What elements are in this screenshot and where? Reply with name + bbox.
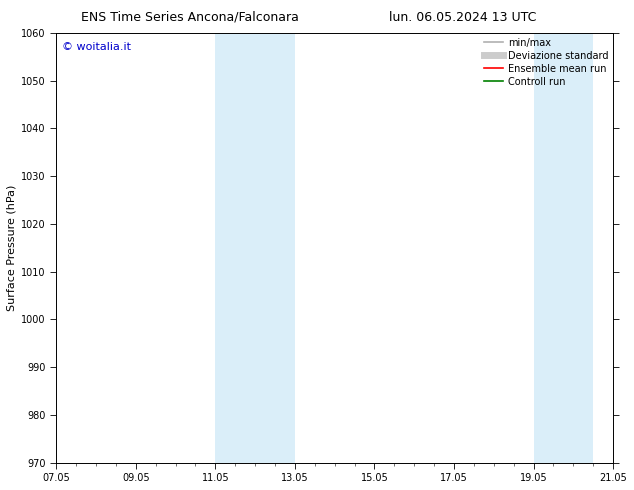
Text: lun. 06.05.2024 13 UTC: lun. 06.05.2024 13 UTC [389,11,536,24]
Bar [534,33,593,463]
Legend: min/max, Deviazione standard, Ensemble mean run, Controll run: min/max, Deviazione standard, Ensemble m… [484,38,608,87]
Text: ENS Time Series Ancona/Falconara: ENS Time Series Ancona/Falconara [81,11,299,24]
Bar [216,33,295,463]
Y-axis label: Surface Pressure (hPa): Surface Pressure (hPa) [7,185,17,311]
Text: © woitalia.it: © woitalia.it [61,42,131,51]
